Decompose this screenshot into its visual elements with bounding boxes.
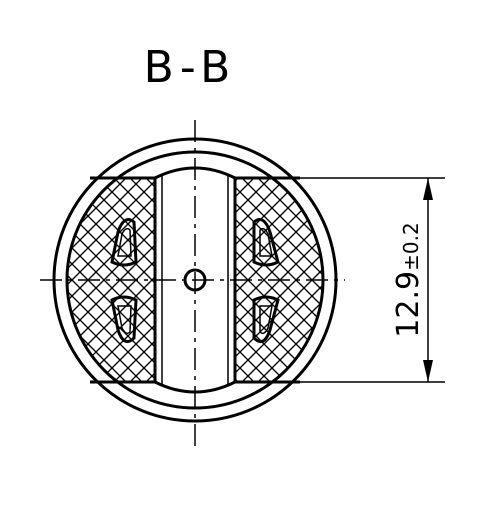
section-label: B-B [144, 42, 237, 93]
dimension-tolerance: ±0.2 [399, 222, 423, 271]
dimension-value: 12.9 [391, 271, 426, 338]
slot-bottom-left [110, 295, 138, 344]
slot-top-left [110, 218, 138, 267]
slot-bottom-right [252, 295, 280, 344]
dimension-arrow-bottom [423, 360, 433, 382]
dimension-arrow-top [423, 178, 433, 200]
dimension-label: 12.9±0.2 [391, 222, 426, 337]
slot-top-right [252, 218, 280, 267]
